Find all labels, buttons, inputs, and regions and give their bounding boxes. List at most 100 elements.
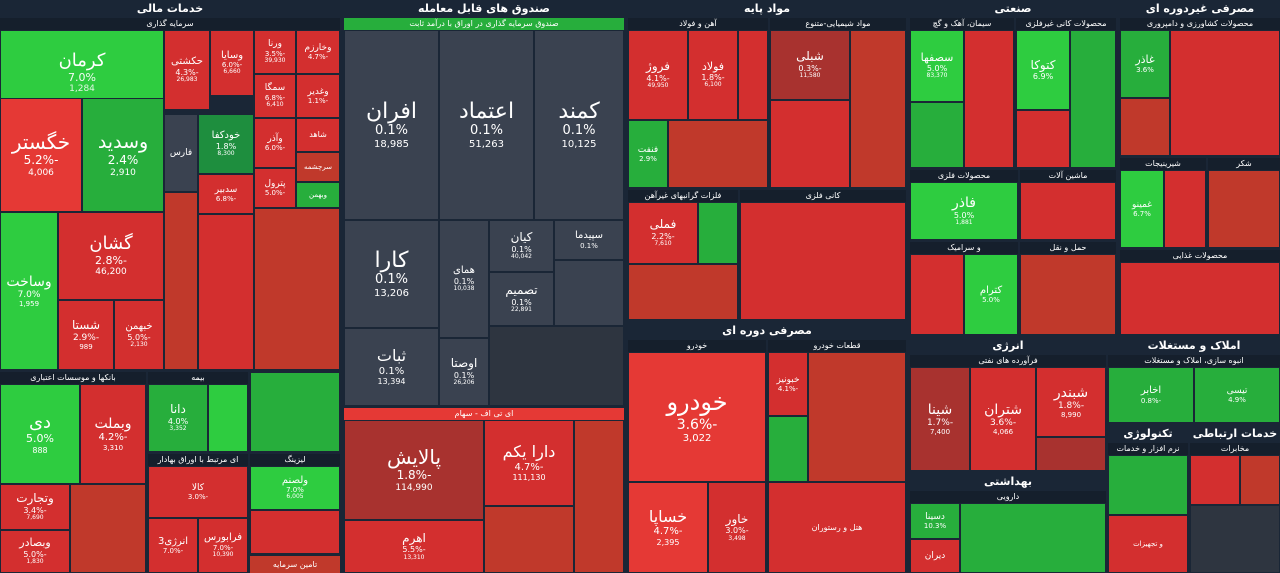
tile-kara[interactable]: کارا 0.1% 13,206 — [344, 220, 439, 328]
tile-sarchashme[interactable]: سرچشمه — [296, 152, 340, 182]
tile-akhaber[interactable] — [1190, 455, 1240, 505]
tile-sefars[interactable]: اخابر -0.8% — [1108, 367, 1194, 423]
tile-varena[interactable]: ورنا -3.5% 39,930 — [254, 30, 296, 74]
tile-ghamina[interactable]: غمینو 6.7% — [1120, 170, 1164, 248]
tile-foolad[interactable]: فولاد -1.8% 6,100 — [688, 30, 738, 120]
tile-kani-small[interactable] — [740, 202, 906, 320]
tile-leasing-small[interactable] — [250, 510, 340, 554]
tile-dana[interactable]: دانا 4.0% 3,352 — [148, 384, 208, 452]
tile-shabli[interactable]: شبلی -0.3% 11,580 — [770, 30, 850, 100]
tile-haml-small[interactable] — [1020, 254, 1116, 335]
tile-shimiaei-small-b[interactable] — [770, 100, 850, 188]
tile-vakharazm[interactable]: وخارزم -4.7% — [296, 30, 340, 74]
tile-small-a[interactable] — [164, 192, 198, 370]
tile-etemad[interactable]: اعتماد 0.1% 51,263 — [439, 30, 534, 220]
tile-small-c[interactable] — [254, 208, 340, 370]
tile-narm-small[interactable]: و تجهیزات — [1108, 515, 1188, 573]
tile-khibooniz[interactable]: خبونیز -4.1% — [768, 352, 808, 416]
tile-ahram[interactable]: اهرم -5.5% 13,310 — [344, 520, 484, 573]
tile-fazar[interactable]: فاذر 5.0% 1,881 — [910, 182, 1018, 240]
tile-etf-small-b[interactable] — [574, 420, 624, 573]
tile-sandogh-small-a[interactable] — [554, 260, 624, 326]
tile-vatejarat[interactable]: وتجارت -3.4% 7,690 — [0, 484, 70, 530]
tile-felezat-small[interactable] — [628, 264, 738, 320]
tile-ghazaei-small[interactable] — [1120, 262, 1280, 335]
tile-vaazar[interactable]: وآذر -6.0% — [254, 118, 296, 168]
tile-vaghadir[interactable]: وغدیر -1.1% — [296, 74, 340, 118]
tile-valsam[interactable]: ولصنم 7.0% 6,005 — [250, 466, 340, 510]
tile-dasina[interactable]: دسینا 10.3% — [910, 503, 960, 539]
tile-hotel-plastic[interactable]: هتل و رستوران — [768, 482, 906, 573]
tile-vabemellat[interactable]: وبملت -4.2% 3,310 — [80, 384, 146, 484]
tile-felezat-green[interactable] — [698, 202, 738, 264]
tile-vabsaderat[interactable]: وبصادر -5.0% 1,830 — [0, 530, 70, 573]
tile-afran[interactable]: افران 0.1% 18,985 — [344, 30, 439, 220]
tile-kamand[interactable]: کمند 0.1% 10,125 — [534, 30, 624, 220]
tile-energy3[interactable]: انرژی3 -7.0% — [148, 518, 198, 573]
tile-mashin-small[interactable] — [1020, 182, 1116, 240]
tile-kani-red[interactable] — [1016, 110, 1070, 168]
tile-diran[interactable]: دیران — [910, 539, 960, 573]
tile-keshavarzi-small[interactable] — [1170, 30, 1280, 156]
tile-kani-green[interactable] — [1070, 30, 1116, 168]
tile-oosta[interactable]: اوصتا 0.1% 26,206 — [439, 338, 489, 406]
tile-sabat[interactable]: ثبات 0.1% 13,394 — [344, 328, 439, 406]
tile-tasmim[interactable]: تصمیم 0.1% 22,891 — [489, 272, 554, 326]
tile-hekmati[interactable]: حکشتی -4.3% 26,983 — [164, 30, 210, 110]
tile-ghazar[interactable]: غاذر 3.6% — [1120, 30, 1170, 98]
tile-sepidma[interactable]: سپیدما 0.1% — [554, 220, 624, 260]
tile-khegostar[interactable]: خگستر -5.2% 4,006 — [0, 98, 82, 212]
tile-petrol[interactable]: پترول -5.0% — [254, 168, 296, 208]
tile-sesarv[interactable]: تیسی 4.9% — [1194, 367, 1280, 423]
tile-shetran[interactable]: شتران -3.6% 4,066 — [970, 367, 1036, 471]
tile-siman-green[interactable] — [910, 102, 964, 168]
tile-daraykom[interactable]: دارا یکم -4.7% 111,130 — [484, 420, 574, 506]
tile-ghataat-small[interactable] — [808, 352, 906, 482]
tile-ahan-small[interactable] — [668, 120, 768, 188]
tile-kian[interactable]: کیان 0.1% 40,042 — [489, 220, 554, 272]
tile-vasapa[interactable]: وسایا -6.0% 6,660 — [210, 30, 254, 96]
tile-semga[interactable]: سمگا -6.8% 6,410 — [254, 74, 296, 118]
tile-sabet-small[interactable] — [1190, 505, 1280, 573]
tile-shimiaei-small[interactable] — [850, 30, 906, 188]
tile-mokhaberat-small[interactable] — [1240, 455, 1280, 505]
tile-dey[interactable]: دی 5.0% 888 — [0, 384, 80, 484]
tile-bime-green[interactable] — [250, 372, 340, 452]
tile-shirini-small[interactable] — [1164, 170, 1206, 248]
tile-etf-small[interactable] — [484, 506, 574, 573]
tile-vasadid[interactable]: وسدید 2.4% 2,910 — [82, 98, 164, 212]
tile-khsapa[interactable]: خساپا -4.7% 2,395 — [628, 482, 708, 573]
tile-vasakht[interactable]: وساخت 7.0% 1,959 — [0, 212, 58, 370]
tile-sandogh-small-b[interactable] — [489, 326, 624, 406]
tile-fanaft[interactable]: فنفت 2.9% — [628, 120, 668, 188]
tile-khodro[interactable]: خودرو -3.6% 3,022 — [628, 352, 766, 482]
tile-forooj[interactable]: فروژ -4.1% 49,950 — [628, 30, 688, 120]
tile-femli[interactable]: فملی -2.2% 7,610 — [628, 202, 698, 264]
tile-hamay[interactable]: همای 0.1% 10,038 — [439, 220, 489, 338]
tile-ketram[interactable]: کترام 5.0% — [964, 254, 1018, 335]
tile-khahman[interactable]: خبهمن -5.0% 2,130 — [114, 300, 164, 370]
tile-ahan-small-b[interactable] — [738, 30, 768, 120]
tile-fars[interactable]: فارس — [164, 114, 198, 192]
tile-shabandar[interactable]: شبندر -1.8% 8,990 — [1036, 367, 1106, 437]
tile-katoka[interactable]: کتوکا 6.9% — [1016, 30, 1070, 110]
tile-gashan[interactable]: گشان -2.8% 46,200 — [58, 212, 164, 300]
tile-tizi[interactable] — [1108, 455, 1188, 515]
tile-palayesh[interactable]: پالایش -1.8% 114,990 — [344, 420, 484, 520]
tile-keshavarzi-small-b[interactable] — [1120, 98, 1170, 156]
tile-khavar[interactable]: خاور -3.0% 3,498 — [708, 482, 766, 573]
tile-shasta[interactable]: شستا -2.9% 989 — [58, 300, 114, 370]
tile-sesafha[interactable]: سصفها 5.0% 83,370 — [910, 30, 964, 102]
tile-khodkafa[interactable]: خودکفا 1.8% 8,300 — [198, 114, 254, 174]
tile-small-b[interactable] — [198, 214, 254, 370]
tile-shahed[interactable]: شاهد — [296, 118, 340, 152]
tile-energy-small[interactable] — [1036, 437, 1106, 471]
tile-kala[interactable]: کالا -3.0% — [148, 466, 248, 518]
tile-bank-small[interactable] — [70, 484, 146, 573]
tile-bime-small[interactable] — [208, 384, 248, 452]
tile-sakhteman-red[interactable] — [910, 254, 964, 335]
tile-siman-small[interactable] — [964, 30, 1014, 168]
tile-vabahman[interactable]: وبهمن — [296, 182, 340, 208]
tile-shekar-small[interactable] — [1208, 170, 1280, 248]
tile-shina[interactable]: شینا -1.7% 7,400 — [910, 367, 970, 471]
